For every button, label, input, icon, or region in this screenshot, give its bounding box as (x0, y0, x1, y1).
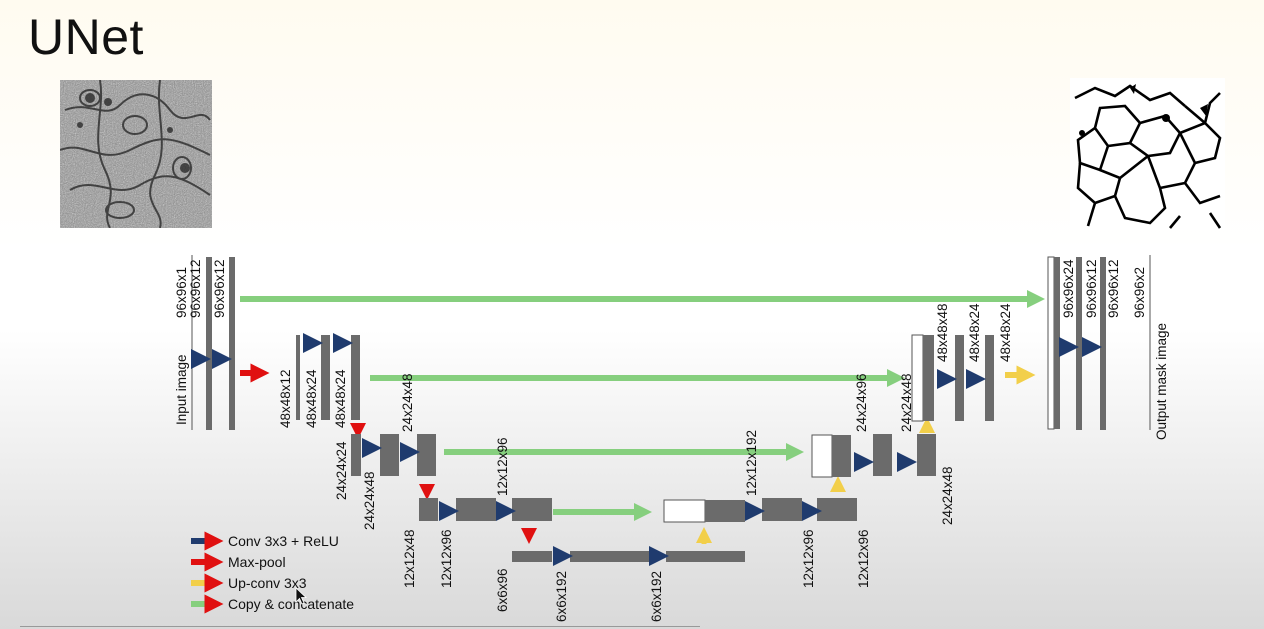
label-24x24x24: 24x24x24 (334, 441, 349, 500)
feature-map-24x24x48-c (873, 434, 892, 476)
legend-upconv-label: Up-conv 3x3 (228, 575, 307, 591)
label-96x96x2: 96x96x2 (1132, 267, 1147, 318)
feature-map-12x12x48 (419, 498, 438, 521)
label-24x24x96: 24x24x96 (854, 373, 869, 432)
feature-map-24x24x48-a (380, 434, 399, 476)
label-12x12x96-c: 12x12x96 (801, 529, 816, 588)
legend: Conv 3x3 + ReLU Max-pool Up-conv 3x3 Cop… (191, 531, 354, 614)
input-image-thumbnail (60, 80, 212, 228)
label-12x12x192: 12x12x192 (744, 430, 759, 496)
feature-map-96x96x12-c (1076, 257, 1082, 430)
feature-map-96x96x12-d (1100, 257, 1106, 430)
label-96x96x12-a: 96x96x12 (188, 259, 203, 318)
feature-map-6x6x96 (512, 551, 552, 562)
output-mask-thumbnail (1070, 78, 1225, 230)
label-48x48x24-d: 48x48x24 (998, 303, 1013, 362)
feature-map-24x24x48-b (417, 434, 436, 476)
label-24x24x48-b: 24x24x48 (400, 373, 415, 432)
feature-map-96x96x12-a (206, 257, 212, 430)
feature-map-12x12x96-d (817, 498, 857, 521)
label-96x96x12-c: 96x96x12 (1084, 259, 1099, 318)
mouse-cursor-icon (295, 587, 308, 605)
feature-map-6x6x192-a (570, 551, 649, 562)
feature-map-48x48x24-c (955, 335, 964, 421)
label-6x6x192-b: 6x6x192 (649, 571, 664, 622)
feature-map-96x96x12-b (229, 257, 235, 430)
feature-map-24x24x24 (351, 434, 361, 476)
feature-map-48x48x24-a (321, 335, 330, 420)
feature-map-24x24x48-d (917, 434, 936, 476)
feature-map-96x96x24 (1054, 257, 1060, 429)
label-24x24x48-d: 24x24x48 (940, 466, 955, 525)
feature-map-48x48x24-b (351, 335, 360, 420)
feature-map-12x12x96-b (512, 498, 552, 521)
legend-maxpool-label: Max-pool (228, 554, 286, 570)
copied-feature-map-level4 (663, 499, 706, 523)
label-12x12x96-d: 12x12x96 (856, 529, 871, 588)
label-96x96x1: 96x96x1 (174, 267, 189, 318)
feature-map-48x48x24-d (985, 335, 994, 421)
label-12x12x96-a: 12x12x96 (439, 529, 454, 588)
feature-map-12x12x96-c (762, 498, 802, 521)
slide-title: UNet (28, 9, 144, 65)
feature-map-48x48x12 (296, 335, 300, 420)
label-48x48x24-c: 48x48x24 (967, 303, 982, 362)
label-12x12x96-b: 12x12x96 (495, 437, 510, 496)
label-input-image: Input image (174, 354, 189, 425)
feature-map-12x12x192 (705, 500, 745, 522)
label-48x48x12: 48x48x12 (278, 369, 293, 428)
label-48x48x24-a: 48x48x24 (304, 369, 319, 428)
label-48x48x24-b: 48x48x24 (333, 369, 348, 428)
label-6x6x192-a: 6x6x192 (554, 571, 569, 622)
label-96x96x12-d: 96x96x12 (1106, 259, 1121, 318)
legend-conv-label: Conv 3x3 + ReLU (228, 533, 339, 549)
label-48x48x48: 48x48x48 (935, 303, 950, 362)
label-24x24x48-a: 24x24x48 (362, 471, 377, 530)
feature-map-48x48x48 (923, 335, 934, 421)
label-output-mask-image: Output mask image (1154, 323, 1169, 440)
label-12x12x48: 12x12x48 (402, 529, 417, 588)
label-6x6x96: 6x6x96 (495, 568, 510, 612)
copied-feature-map-level3 (811, 434, 833, 478)
feature-map-12x12x96-a (456, 498, 496, 521)
feature-map-6x6x192-b (666, 551, 745, 562)
slide-bottom-divider (20, 626, 700, 627)
label-24x24x48-c: 24x24x48 (899, 373, 914, 432)
copied-feature-map-level1 (1047, 256, 1055, 430)
feature-map-24x24x96 (832, 435, 851, 477)
label-96x96x12-b: 96x96x12 (212, 259, 227, 318)
label-96x96x24: 96x96x24 (1061, 259, 1076, 318)
legend-copy-label: Copy & concatenate (228, 596, 354, 612)
